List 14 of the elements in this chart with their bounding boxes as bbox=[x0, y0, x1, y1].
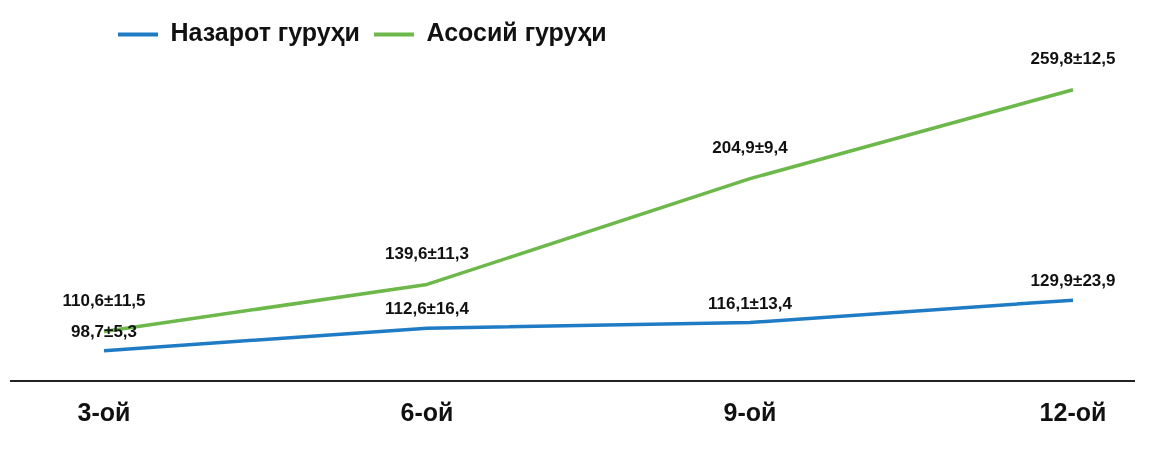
data-label: 112,6±16,4 bbox=[384, 299, 470, 319]
data-label: 204,9±9,4 bbox=[712, 137, 789, 157]
legend-label: Асосий гуруҳи bbox=[426, 18, 607, 47]
data-label: 110,6±11,5 bbox=[62, 290, 146, 310]
data-label: 129,9±23,9 bbox=[1030, 271, 1116, 291]
legend-label: Назарот гуруҳи bbox=[170, 18, 360, 47]
data-label: 139,6±11,3 bbox=[384, 243, 470, 263]
data-label: 259,8±12,5 bbox=[1030, 48, 1116, 68]
data-label: 98,7±5,3 bbox=[70, 321, 138, 341]
x-tick-label: 3-ой bbox=[77, 397, 131, 426]
x-tick-label: 9-ой bbox=[723, 397, 777, 426]
data-label: 116,1±13,4 bbox=[707, 293, 793, 313]
x-tick-label: 6-ой bbox=[400, 397, 454, 426]
x-tick-label: 12-ой bbox=[1039, 397, 1107, 426]
